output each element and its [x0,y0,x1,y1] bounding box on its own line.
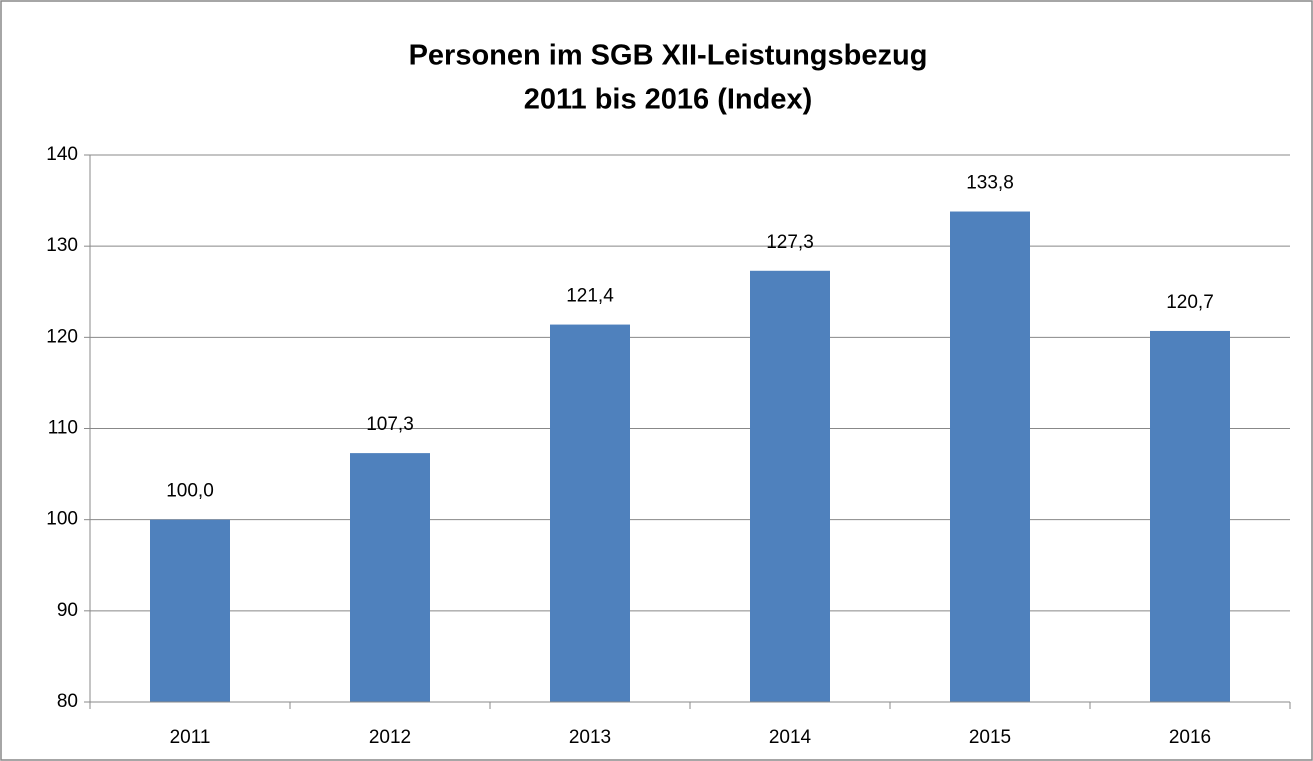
bar [1150,330,1230,702]
y-tick-label: 120 [46,326,78,347]
x-tick-label: 2013 [569,727,611,748]
x-tick-label: 2011 [170,727,211,748]
y-tick-label: 130 [46,235,78,256]
bar [750,270,830,702]
data-label: 133,8 [966,173,1014,194]
data-label: 127,3 [766,232,814,253]
chart-title: 2011 bis 2016 (Index) [524,84,813,116]
bar [950,211,1030,703]
data-label: 120,7 [1166,292,1214,313]
x-tick-label: 2015 [969,727,1011,748]
y-tick-label: 90 [57,600,78,621]
data-label: 121,4 [566,286,614,307]
bar [350,453,430,702]
chart-title: Personen im SGB XII-Leistungsbezug [409,40,928,72]
bar [550,324,630,702]
data-label: 107,3 [366,414,414,435]
y-tick-label: 110 [48,418,78,439]
y-tick-label: 100 [46,509,78,530]
x-tick-label: 2014 [769,727,812,748]
x-tick-label: 2012 [369,727,411,748]
y-tick-label: 140 [46,144,78,165]
x-tick-label: 2016 [1169,727,1211,748]
bar [150,519,230,702]
data-label: 100,0 [166,481,214,502]
y-tick-label: 80 [57,691,78,712]
